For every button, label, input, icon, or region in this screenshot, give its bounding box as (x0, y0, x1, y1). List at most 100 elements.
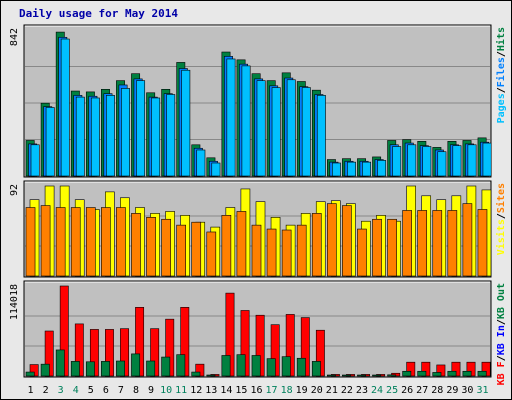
bar-sites (176, 224, 186, 277)
panel-bottom-ylabel: 114018 (9, 284, 20, 320)
legend-entry: / (496, 355, 507, 361)
bar-sites (432, 210, 443, 277)
panel-bottom-legend: KB F/KB In/KB Out (496, 283, 507, 385)
legend-entry: / (496, 51, 507, 57)
bar-pages (226, 58, 236, 177)
bar-pages (301, 87, 311, 177)
bar-sites (131, 213, 141, 277)
legend-entry: KB In (496, 325, 507, 355)
bar-sites (296, 224, 307, 277)
bar-sites (311, 213, 322, 277)
bar-kbout (432, 372, 442, 377)
bar-kbout (402, 370, 412, 377)
day-tick-label: 13 (205, 385, 217, 396)
legend-entry: KB F (496, 361, 507, 385)
day-tick-label: 19 (296, 385, 308, 396)
bar-sites (85, 207, 96, 277)
legend-entry: Hits (495, 27, 507, 51)
bar-pages (331, 162, 341, 177)
bar-sites (477, 209, 488, 277)
bar-kbout (236, 354, 246, 377)
bar-pages (407, 144, 417, 177)
day-tick-label: 29 (446, 385, 458, 396)
bar-pages (196, 149, 206, 177)
bar-pages (136, 80, 146, 177)
panel-middle-legend: Visits/Sites (495, 183, 507, 255)
bar-pages (452, 145, 462, 177)
bar-pages (211, 162, 221, 177)
bar-kbout (311, 361, 321, 377)
bar-kbout (25, 371, 35, 377)
day-tick-label: 28 (431, 385, 443, 396)
bar-sites (417, 210, 428, 277)
bar-sites (462, 203, 473, 277)
legend-entry: KB Out (496, 283, 507, 319)
bar-sites (206, 231, 217, 277)
bar-pages (482, 142, 492, 177)
bar-sites (221, 215, 232, 277)
day-tick-label: 21 (326, 385, 338, 396)
bar-sites (357, 228, 367, 277)
day-tick-label: 31 (476, 385, 488, 396)
bar-sites (447, 210, 458, 277)
day-tick-label: 1 (28, 385, 34, 396)
legend-entry: Sites (495, 183, 507, 213)
day-tick-label: 11 (175, 385, 187, 396)
bar-pages (256, 80, 266, 177)
bar-pages (60, 38, 70, 177)
bar-kbout (281, 356, 291, 377)
bar-pages (45, 107, 55, 177)
bar-sites (387, 218, 397, 277)
day-tick-label: 15 (235, 385, 247, 396)
bar-pages (241, 65, 251, 177)
bar-kbout (191, 371, 201, 377)
bar-kbout (417, 370, 427, 377)
day-tick-label: 12 (190, 385, 202, 396)
bar-pages (316, 95, 326, 177)
bar-sites (191, 221, 202, 277)
bar-kbout (266, 358, 276, 377)
bar-kbout (447, 370, 457, 377)
bar-kbout (40, 363, 50, 377)
bar-pages (377, 160, 387, 177)
day-tick-label: 22 (341, 385, 353, 396)
bar-pages (106, 95, 115, 177)
day-tick-label: 8 (133, 385, 139, 396)
bar-sites (281, 229, 292, 277)
day-tick-label: 6 (103, 385, 109, 396)
bar-kbout (221, 355, 231, 377)
day-tick-label: 5 (88, 385, 94, 396)
bar-kbout (85, 361, 95, 377)
bar-pages (166, 94, 176, 177)
bar-kbout (462, 370, 472, 377)
day-tick-label: 16 (250, 385, 262, 396)
bar-sites (372, 218, 382, 277)
legend-entry: / (496, 213, 507, 219)
day-tick-label: 18 (281, 385, 293, 396)
bar-kbout (146, 360, 156, 377)
bar-kbout (55, 349, 65, 377)
day-tick-label: 30 (461, 385, 473, 396)
day-tick-label: 9 (148, 385, 154, 396)
day-tick-label: 24 (371, 385, 383, 396)
legend-entry: / (496, 87, 507, 93)
bar-kbout (387, 374, 397, 377)
bar-kbout (372, 374, 382, 377)
legend-entry: Files (495, 57, 507, 87)
bar-pages (437, 151, 447, 177)
day-tick-label: 4 (73, 385, 79, 396)
bar-kbout (296, 357, 306, 377)
bar-kbout (477, 370, 487, 377)
bar-kbout (101, 361, 110, 377)
bar-pages (286, 79, 296, 177)
bar-pages (181, 69, 191, 177)
bar-pages (392, 146, 402, 177)
bar-pages (362, 161, 372, 177)
bar-sites (266, 228, 277, 277)
bar-pages (90, 97, 100, 177)
bar-kbout (357, 374, 367, 377)
day-tick-label: 17 (266, 385, 278, 396)
day-tick-label: 27 (416, 385, 428, 396)
bar-kbout (342, 374, 351, 377)
bar-kbout (161, 356, 171, 377)
